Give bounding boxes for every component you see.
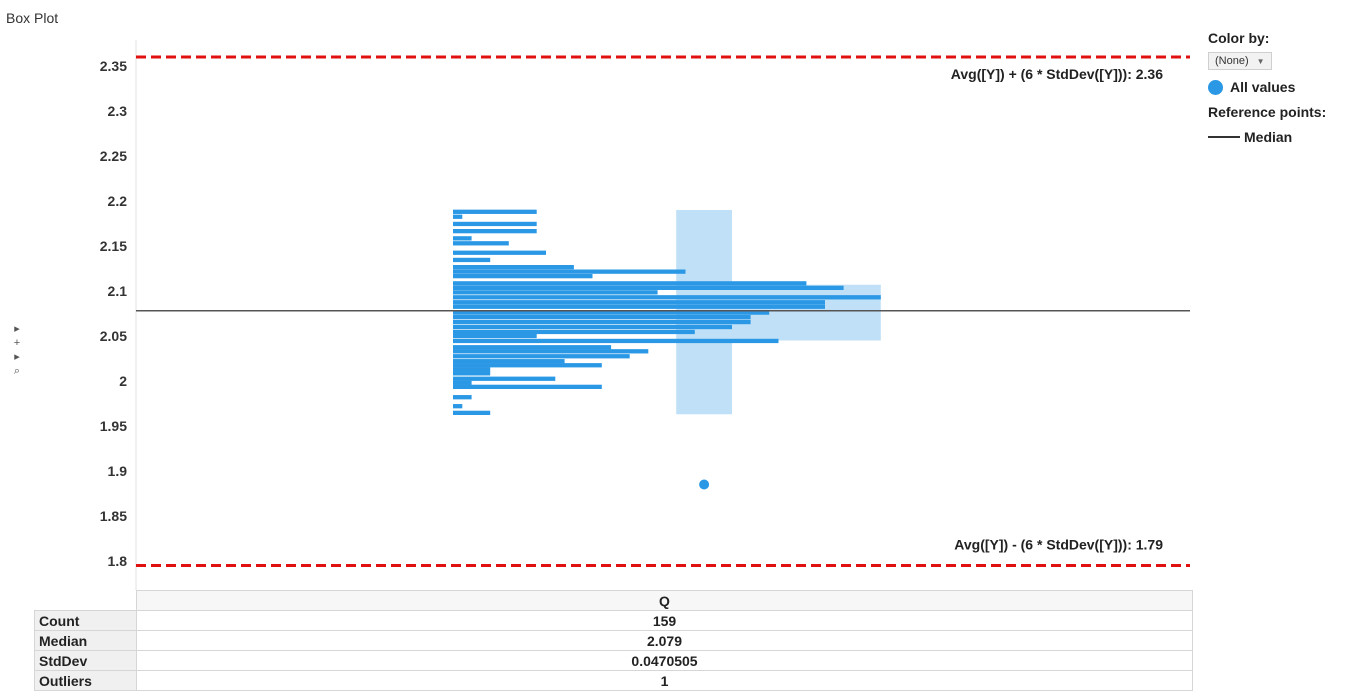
histogram-bar — [453, 295, 881, 300]
histogram-bar — [453, 410, 491, 416]
expand-arrow-icon[interactable]: ▸ — [14, 351, 20, 363]
reference-line-label: Avg([Y]) - (6 * StdDev([Y])): 1.79 — [954, 537, 1163, 553]
histogram-bar — [453, 354, 630, 359]
histogram-bar — [453, 300, 825, 305]
y-tick-label: 2.05 — [100, 328, 127, 344]
reference-line-label: Avg([Y]) + (6 * StdDev([Y])): 2.36 — [951, 66, 1163, 82]
summary-table: Q Count 159 Median 2.079 StdDev 0.047050… — [34, 590, 1193, 691]
chevron-down-icon: ▼ — [1256, 57, 1265, 66]
histogram-bar — [453, 269, 686, 274]
histogram-bar — [453, 265, 574, 270]
row-label: Median — [34, 630, 137, 651]
histogram-bar — [453, 257, 491, 263]
legend-panel: Color by: (None) ▼ All values Reference p… — [1208, 30, 1353, 145]
histogram-bar — [453, 229, 537, 234]
table-row: Count 159 — [34, 610, 1193, 631]
histogram-bar — [453, 250, 546, 255]
histogram-bar — [453, 236, 472, 241]
y-tick-label: 2.25 — [100, 148, 127, 164]
histogram-bar — [453, 338, 779, 344]
histogram-bar — [453, 384, 602, 389]
median-label: Median — [1244, 129, 1293, 145]
reference-points-title: Reference points: — [1208, 104, 1353, 120]
row-value: 0.0470505 — [136, 650, 1193, 671]
histogram-bar — [453, 404, 463, 409]
histogram-bar — [453, 349, 649, 354]
color-by-title: Color by: — [1208, 30, 1270, 46]
histogram-bar — [453, 310, 770, 315]
histogram-bar — [453, 359, 565, 364]
histogram-bar — [453, 281, 807, 286]
table-header-row: Q — [35, 590, 1193, 611]
legend-all-values[interactable]: All values — [1208, 79, 1353, 95]
table-row: StdDev 0.0470505 — [34, 650, 1193, 671]
row-label: Count — [34, 610, 137, 631]
legend-median[interactable]: Median — [1208, 129, 1353, 145]
histogram-bar — [453, 214, 463, 219]
search-icon[interactable]: ⌕ — [13, 365, 21, 377]
histogram-bar — [453, 314, 751, 320]
y-tick-label: 1.8 — [108, 553, 128, 569]
y-tick-label: 1.95 — [100, 418, 127, 434]
zoom-in-icon[interactable]: + — [13, 337, 21, 349]
histogram-bar — [453, 290, 658, 295]
y-tick-label: 2.15 — [100, 238, 127, 254]
histogram-bar — [453, 363, 602, 368]
histogram-bar — [453, 329, 695, 335]
expand-arrow-icon[interactable]: ▸ — [14, 323, 20, 335]
histogram-bar — [453, 376, 556, 381]
histogram-bar — [453, 333, 537, 339]
histogram-bar — [453, 285, 844, 290]
page-title: Box Plot — [6, 10, 59, 26]
y-tick-label: 2.3 — [108, 103, 128, 119]
y-tick-label: 2.35 — [100, 58, 127, 74]
table-row: Median 2.079 — [34, 630, 1193, 651]
outlier-point — [699, 479, 710, 490]
y-tick-label: 2.1 — [108, 283, 128, 299]
row-value: 1 — [136, 670, 1193, 691]
table-row: Outliers 1 — [34, 670, 1193, 691]
histogram-bar — [453, 367, 491, 372]
histogram-bar — [453, 209, 537, 214]
y-tick-label: 1.85 — [100, 508, 127, 524]
histogram-bar — [453, 319, 751, 325]
row-label: StdDev — [34, 650, 137, 671]
y-tick-label: 2.2 — [108, 193, 128, 209]
histogram-bar — [453, 241, 509, 246]
color-by-value: (None) — [1215, 55, 1249, 67]
box-plot-chart: 2.35 2.3 2.25 2.2 2.15 2.1 2.05 2 1.95 1.9 1.85 1.8… — [100, 40, 1190, 590]
median-line-icon — [1208, 136, 1240, 138]
color-by-dropdown[interactable]: (None) ▼ — [1208, 52, 1272, 70]
histogram-bar — [453, 274, 593, 279]
row-label: Outliers — [34, 670, 137, 691]
y-tick-label: 1.9 — [108, 463, 128, 479]
side-controls: ▸ + ▸ ⌕ — [9, 322, 25, 378]
histogram-bar — [453, 395, 472, 400]
histogram-bar — [453, 324, 732, 330]
row-value: 2.079 — [136, 630, 1193, 651]
histogram-bar — [453, 221, 537, 227]
row-value: 159 — [136, 610, 1193, 631]
column-header: Q — [136, 590, 1193, 611]
histogram-bar — [453, 304, 825, 309]
y-tick-label: 2 — [119, 373, 127, 389]
histogram-bar — [453, 345, 612, 350]
histogram-bar — [453, 380, 472, 385]
reference-points-label: Reference points: — [1208, 104, 1327, 120]
histogram-bar — [453, 371, 491, 376]
all-values-label: All values — [1230, 79, 1296, 95]
all-values-dot-icon — [1208, 79, 1223, 95]
